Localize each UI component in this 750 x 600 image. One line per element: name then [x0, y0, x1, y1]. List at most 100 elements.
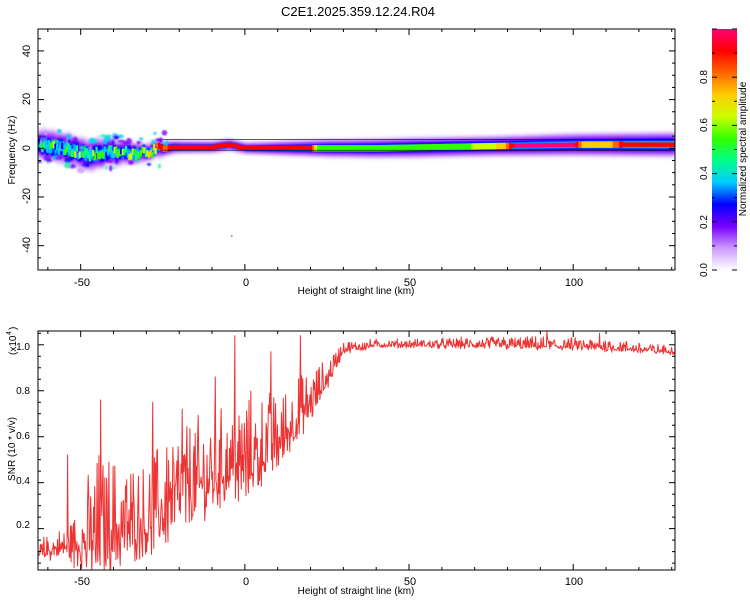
spectrogram-plot-area: [38, 127, 675, 237]
spectrogram-ridge-cell: [523, 143, 527, 148]
spectrogram-ridge-cell: [619, 141, 622, 148]
spectrogram-ridge-cell: [203, 144, 207, 150]
spectrogram-ridge-cell: [348, 145, 351, 152]
spectrogram-ridge-cell: [637, 142, 640, 147]
spectrogram-ridge-cell: [156, 142, 159, 150]
spectrogram-ridge-cell: [640, 142, 643, 147]
spectrogram-ridge-cell: [340, 145, 343, 152]
spectrogram-ridge-cell: [412, 144, 415, 151]
snr-xtick-label: 0: [243, 576, 249, 588]
spectrogram-cell: [74, 145, 77, 154]
spectrogram-ridge-cell: [77, 152, 80, 160]
spectrogram-ridge-cell: [507, 142, 510, 150]
colorbar-tick-label: 0.4: [699, 166, 710, 180]
spectrogram-ridge-cell: [167, 144, 170, 152]
spectrogram-ridge-cell: [151, 151, 154, 159]
spectrogram-ridge-cell: [46, 146, 49, 153]
spectrogram-ridge-cell: [563, 142, 566, 147]
spectrogram-ridge-cell: [95, 146, 98, 154]
spectrogram-blob: [161, 130, 168, 136]
spectrogram-ridge-cell: [497, 142, 500, 150]
spectrogram-ridge-cell: [630, 142, 633, 147]
spectrogram-ridge-cell: [527, 143, 530, 148]
spectrogram-ridge-cell: [647, 142, 650, 147]
spectrogram-ridge-cell: [90, 152, 93, 159]
spectrogram-ridge-cell: [261, 146, 264, 151]
spectrogram-ridge-cell: [553, 142, 556, 148]
spectrogram-ridge-cell: [79, 151, 82, 158]
spectrogram-cell: [151, 146, 154, 151]
spectrogram-ridge-cell: [566, 142, 569, 147]
spectrogram-ridge-cell: [289, 146, 292, 151]
spectrogram-ridge-cell: [453, 143, 456, 151]
spectrogram-ridge-cell: [254, 146, 257, 151]
spectrogram-cell: [46, 140, 49, 150]
snr-xtick-label: 100: [565, 576, 583, 588]
spectrogram-ridge-cell: [343, 145, 346, 152]
spectrogram-ridge-cell: [277, 146, 280, 151]
spectrogram-ridge-cell: [159, 145, 162, 152]
spectrogram-ridge-cell: [482, 143, 486, 150]
spectrogram-cell: [62, 140, 65, 150]
spectrogram-ridge-cell: [671, 142, 674, 147]
spectrogram-ridge-cell: [292, 146, 295, 151]
spectrogram-ridge-cell: [353, 145, 356, 152]
spectrogram-ridge-cell: [477, 143, 481, 150]
spectrogram-ridge-cell: [139, 149, 143, 157]
spectrogram-ridge-cell: [221, 143, 225, 148]
spectrogram-ridge-cell: [510, 143, 514, 148]
spectrogram-ridge-cell: [38, 138, 41, 145]
spectrogram-ridge-cell: [212, 144, 215, 150]
spectrogram-cell: [72, 144, 75, 153]
spectrogram-ridge-cell: [182, 144, 185, 150]
spectrogram-blob: [85, 157, 90, 162]
spectrogram-ridge-cell: [67, 143, 70, 150]
spectrogram-ridge-cell: [64, 148, 67, 155]
spectrogram-ridge-cell: [328, 145, 331, 152]
spectrogram-ridge-cell: [92, 150, 95, 157]
spectrogram-ridge-cell: [369, 145, 372, 152]
spectrogram-ridge-cell: [438, 143, 441, 151]
spectrogram-ridge-cell: [464, 143, 468, 150]
spectrogram-ridge-cell: [522, 143, 525, 148]
snr-multiplier-close: ): [8, 327, 19, 330]
spectrogram-ridge-cell: [157, 142, 161, 149]
spectrogram-guides: [162, 139, 675, 151]
spectrogram-ridge-cell: [420, 144, 423, 151]
spectrogram-blob: [151, 139, 156, 145]
spectrogram-ridge-cell: [627, 142, 630, 147]
spectrogram-ridge-cell: [138, 152, 141, 159]
snr-multiplier: (x10 4 ): [6, 327, 19, 355]
spectrogram-ridge-cell: [123, 148, 126, 156]
spectrogram-ridge-cell: [407, 144, 410, 151]
spectrogram-ridge-cell: [661, 142, 665, 147]
spectrogram-ridge-cell: [617, 141, 620, 148]
spectrogram-ridge-cell: [44, 140, 47, 147]
spectrogram-ridge-cell: [596, 141, 599, 148]
spectrogram-ridge-cell: [349, 145, 353, 152]
spectrogram-ridge-cell: [571, 142, 574, 147]
spectrogram-ridge-cell: [243, 145, 246, 151]
spectrogram-ridge-cell: [262, 146, 266, 151]
spectrogram-ridge-cell: [128, 153, 131, 161]
snr-xtick-label: 50: [404, 576, 416, 588]
spectrogram-ridge-cell: [519, 143, 522, 148]
spectrogram-ridge-cell: [72, 150, 75, 157]
snr-ytick-label: 1.0: [16, 342, 30, 353]
spectrogram-cell: [144, 147, 147, 153]
spectrogram-ridge-cell: [589, 141, 592, 148]
spectrogram-ridge-cell: [345, 145, 348, 152]
spectrogram-ridge-cell: [502, 142, 505, 150]
spectrogram-cell: [69, 147, 72, 157]
spectrogram-ridge-cell: [436, 143, 440, 151]
spectrogram-ridge-cell: [625, 142, 628, 147]
spectrogram-ridge-cell: [56, 143, 59, 151]
spectrogram-ridge-cell: [351, 145, 354, 152]
spectrogram-ridge-cell: [149, 150, 152, 157]
spectrogram-blob: [55, 156, 63, 160]
spectrogram-ridge-cell: [376, 145, 379, 152]
spectrogram-ridge-cell: [445, 143, 448, 151]
spectrogram-ridge-cell: [443, 143, 446, 151]
snr-xlabel: Height of straight line (km): [298, 586, 415, 597]
